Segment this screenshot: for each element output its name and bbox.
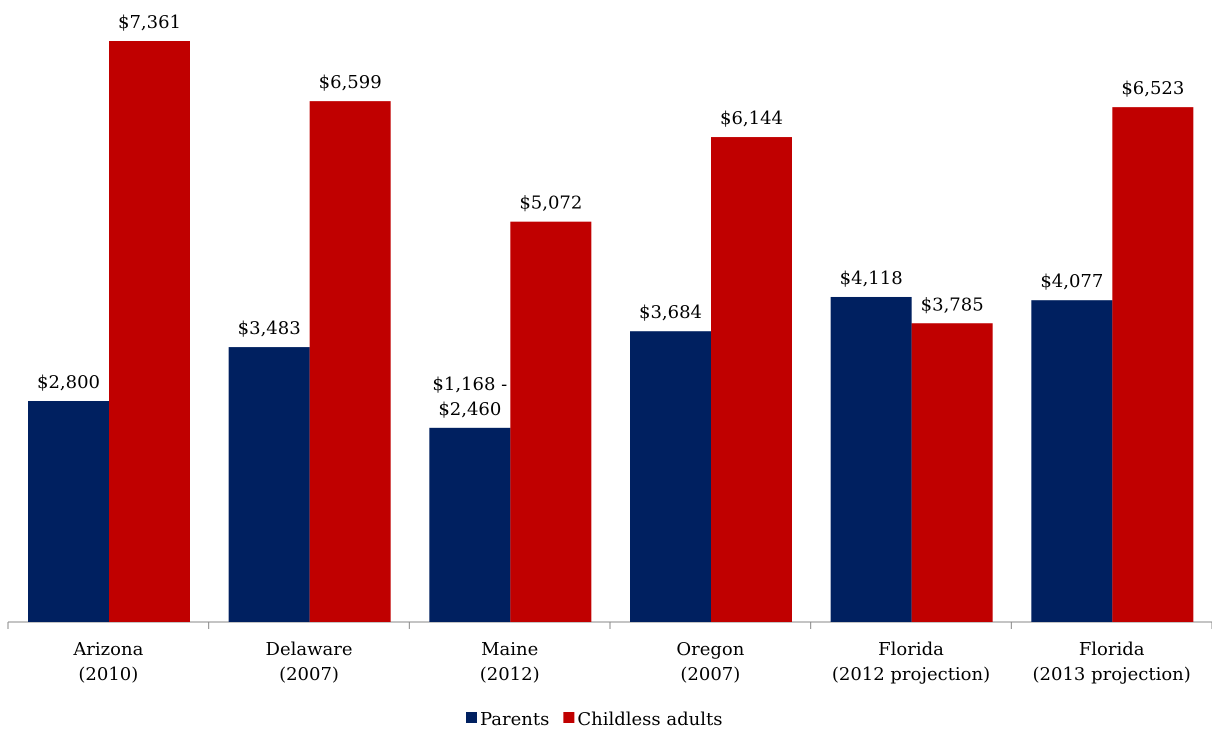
- x-tick-label: Delaware (2007): [266, 639, 353, 685]
- bar: [228, 347, 310, 622]
- data-label: $2,800: [37, 372, 100, 393]
- bar: [711, 137, 792, 622]
- data-label: $3,483: [238, 318, 301, 339]
- bar: [911, 323, 993, 622]
- data-label: $6,523: [1121, 78, 1184, 99]
- bar: [309, 101, 391, 622]
- bar: [1112, 107, 1194, 622]
- bar: [109, 41, 190, 622]
- legend-swatch: [466, 712, 477, 723]
- legend-label: Childless adults: [577, 709, 722, 730]
- legend-label: Parents: [480, 709, 549, 730]
- x-tick-label: Maine (2012): [480, 639, 540, 685]
- x-tick-label: Oregon (2007): [676, 639, 744, 685]
- x-tick-label: Arizona (2010): [72, 639, 143, 685]
- x-tick-label: Florida (2012 projection): [832, 639, 990, 685]
- data-label: $3,684: [639, 302, 702, 323]
- data-label: $4,118: [840, 268, 903, 289]
- bar: [830, 296, 912, 622]
- bar: [429, 427, 511, 622]
- bar: [630, 331, 711, 622]
- bar: [1031, 300, 1113, 622]
- data-label: $7,361: [118, 12, 181, 33]
- data-label: $4,077: [1040, 271, 1103, 292]
- data-label: $5,072: [519, 193, 582, 214]
- data-label: $1,168 -$2,460: [432, 374, 507, 420]
- x-tick-label: Florida (2013 projection): [1033, 639, 1191, 685]
- data-label: $6,144: [720, 108, 783, 129]
- legend-swatch: [563, 712, 575, 723]
- data-label: $3,785: [921, 294, 984, 315]
- bar: [510, 221, 592, 622]
- bar: [28, 400, 109, 622]
- data-label: $6,599: [319, 72, 382, 93]
